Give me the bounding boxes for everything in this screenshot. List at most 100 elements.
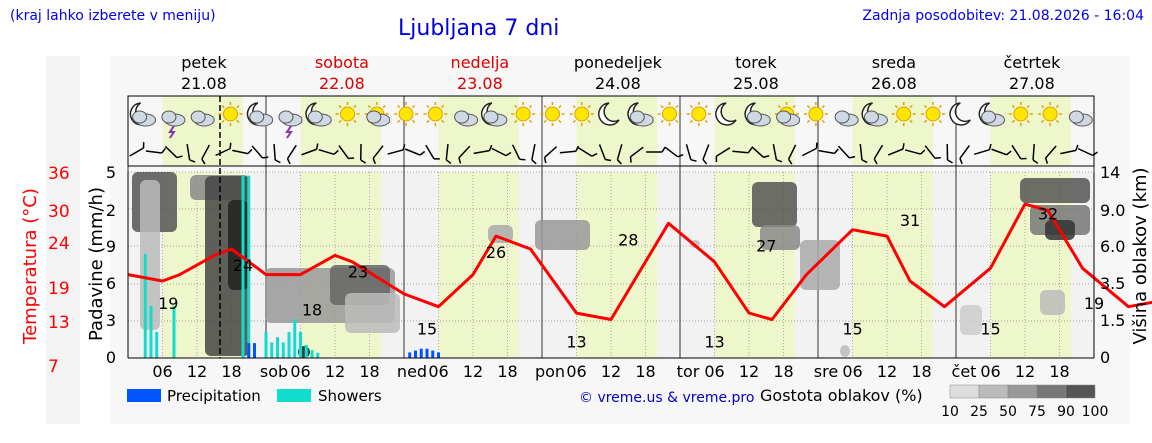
day-name: sreda (872, 53, 916, 72)
sun-ray (397, 104, 401, 109)
wind-barb-icon (959, 145, 970, 165)
shower-bar (293, 318, 297, 358)
wind-shaft (458, 145, 471, 159)
daylight-band (852, 172, 933, 358)
day-name: četrtek (1003, 53, 1061, 72)
cloud-shape (278, 110, 294, 124)
cloud-legend-level: 25 (970, 404, 988, 420)
wind-barb-icon (732, 147, 753, 154)
wind-feather (229, 142, 232, 149)
wind-shaft (232, 149, 249, 155)
wind-feather (629, 156, 632, 163)
wind-feather (360, 159, 367, 164)
cloud-density-cell (760, 225, 800, 250)
x-tick-label: 18 (1049, 362, 1069, 381)
wind-shaft (818, 149, 835, 155)
sun-ray (353, 119, 357, 124)
precip-tick: 0 (106, 348, 116, 367)
wind-barb-icon (685, 144, 697, 162)
sun-disc (544, 106, 560, 122)
x-tick-label: 06 (290, 362, 310, 381)
showers-legend-label: Showers (318, 387, 382, 405)
sun-icon (511, 102, 536, 126)
cloud-density-cell (228, 200, 248, 290)
wind-feather (333, 149, 339, 155)
sun-disc (925, 106, 941, 122)
wind-shaft (664, 146, 679, 158)
sun-ray (1011, 104, 1015, 109)
sun-ray (894, 104, 898, 109)
x-tick-label: 12 (739, 362, 759, 381)
cloud-density-cell (960, 305, 982, 335)
wind-barb-icon (543, 146, 558, 164)
sun-disc (222, 106, 238, 122)
wind-feather (715, 156, 718, 163)
sun-ray (675, 104, 679, 109)
wind-barb-icon (801, 142, 818, 157)
wind-feather (531, 159, 537, 165)
wind-feather (616, 159, 622, 165)
precip-bar (414, 350, 417, 358)
day-name: torek (735, 53, 777, 72)
left-note[interactable]: (kraj lahko izberete v meniju) (10, 8, 216, 24)
temperature-extreme-label: 18 (302, 300, 322, 319)
temperature-tick: 36 (48, 164, 70, 184)
sun-ray (923, 119, 928, 124)
shower-bar (304, 344, 308, 358)
wind-feather (1006, 150, 1012, 156)
shower-bar (155, 331, 159, 358)
wind-barb-icon (946, 143, 953, 164)
x-tick-label: 18 (359, 362, 379, 381)
moon-cloud-icon (129, 102, 157, 127)
wind-shaft (129, 147, 144, 157)
cloud-shape (834, 110, 850, 124)
shower-bar (276, 337, 279, 358)
wind-feather (787, 158, 793, 165)
wind-barb-icon (787, 144, 797, 165)
x-tick-label: 12 (187, 362, 207, 381)
x-tick-label: 06 (842, 362, 862, 381)
sun-ray (806, 119, 811, 124)
wind-feather (543, 157, 547, 164)
cloud-legend-level: 50 (999, 404, 1017, 420)
cloud-height-tick: 0 (1100, 348, 1110, 367)
wind-shaft (772, 144, 778, 160)
wind-barb-icon (404, 148, 426, 156)
cloud-icon (834, 110, 859, 127)
x-tick-label: pon (535, 362, 565, 381)
sun-ray (587, 104, 591, 109)
sun-ray (660, 119, 664, 124)
thunder-icon (278, 110, 303, 139)
wind-feather (959, 158, 963, 165)
wind-barb-icon (318, 148, 339, 156)
wind-shaft (273, 143, 276, 161)
wind-feather (142, 142, 145, 149)
wind-barb-icon (251, 145, 269, 159)
wind-feather (902, 143, 905, 150)
wind-shaft (859, 143, 863, 161)
sun-icon (891, 102, 916, 126)
wind-shaft (801, 147, 817, 157)
cloud-density-cell (345, 293, 400, 333)
cloud-icon (454, 110, 479, 127)
moon-cloud-icon (627, 102, 654, 127)
wind-barb-icon (873, 144, 884, 165)
wind-feather (1044, 157, 1049, 164)
temperature-extreme-label: 24 (233, 256, 253, 275)
sun-ray (923, 104, 928, 109)
wind-shaft (511, 144, 521, 160)
sun-ray (704, 119, 708, 124)
sun-ray (777, 104, 781, 109)
wind-barb-icon (559, 145, 580, 154)
x-tick-label: 18 (497, 362, 517, 381)
shower-bar (299, 331, 302, 358)
wind-feather (690, 158, 697, 162)
wind-shaft (1077, 147, 1093, 157)
x-tick-label: sob (260, 362, 288, 381)
cloud-height-tick: 14 (1100, 163, 1120, 182)
sun-disc (340, 106, 356, 122)
sun-disc (691, 106, 707, 122)
wind-shaft (616, 144, 623, 160)
sun-ray (558, 104, 562, 109)
temperature-axis-title: Temperatura (°C) (20, 188, 41, 345)
